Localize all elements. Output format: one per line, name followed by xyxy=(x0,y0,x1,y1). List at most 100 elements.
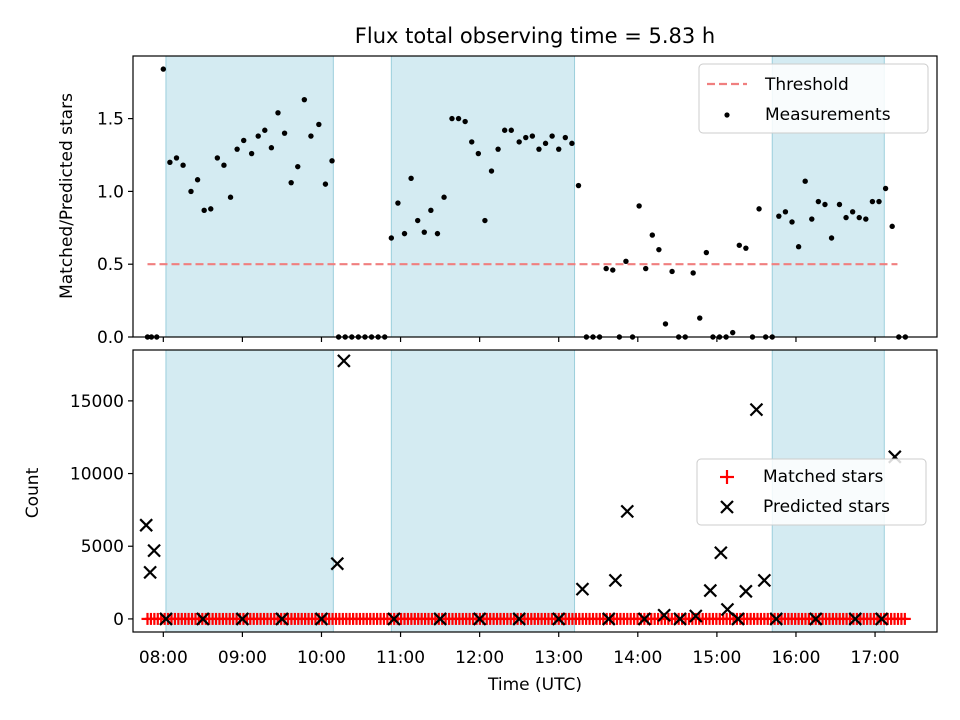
measurement-point xyxy=(316,121,322,128)
measurement-point xyxy=(610,267,616,273)
measurement-point xyxy=(743,245,749,251)
measurement-point xyxy=(214,155,221,161)
measurement-point xyxy=(569,140,575,147)
measurement-point xyxy=(549,133,555,139)
measurement-point xyxy=(603,265,609,272)
shaded-interval xyxy=(390,349,576,633)
top-legend-box xyxy=(698,63,929,134)
measurement-point xyxy=(255,133,261,139)
measurement-point xyxy=(730,329,736,336)
legend-predicted-swatch xyxy=(720,500,734,514)
predicted-stars-series xyxy=(139,354,902,626)
measurement-point xyxy=(401,230,408,237)
y-tick-label: 0.5 xyxy=(97,255,124,275)
measurement-point xyxy=(869,198,876,205)
top-legend: Threshold Measurements xyxy=(698,63,929,134)
measurement-point xyxy=(180,162,186,168)
legend-matched-swatch xyxy=(720,470,734,484)
measurement-point xyxy=(295,163,301,170)
measurement-point xyxy=(388,235,395,241)
y-tick-label: 0.0 xyxy=(97,328,124,348)
predicted-star-marker xyxy=(433,612,447,626)
predicted-star-marker xyxy=(602,612,616,626)
measurement-point xyxy=(469,139,475,145)
y-tick-label: 1.5 xyxy=(97,110,124,130)
bottom-y-axis-ticks: 0 5000 10000 15000 xyxy=(70,392,133,630)
y-tick-label: 15000 xyxy=(70,392,124,412)
measurement-point xyxy=(234,146,240,152)
measurement-point xyxy=(516,139,522,145)
measurement-point xyxy=(843,214,849,221)
predicted-star-marker xyxy=(673,612,687,626)
measurement-point xyxy=(434,230,441,237)
measurement-point xyxy=(281,130,288,136)
predicted-star-marker xyxy=(637,612,652,626)
measurement-point xyxy=(482,217,488,224)
measurement-point xyxy=(662,321,669,327)
bottom-plot-frame xyxy=(132,349,938,633)
measurement-point xyxy=(275,110,281,116)
predicted-star-marker xyxy=(608,573,623,588)
predicted-star-marker xyxy=(139,518,153,532)
measurement-point xyxy=(488,168,495,174)
predicted-star-marker xyxy=(551,612,566,626)
measurement-point xyxy=(329,158,335,164)
x-tick-label: 14:00 xyxy=(613,648,662,668)
predicted-star-marker xyxy=(620,504,635,519)
predicted-star-marker xyxy=(512,612,526,626)
measurement-point xyxy=(421,229,427,235)
measurement-point xyxy=(408,175,414,182)
x-tick-label: 16:00 xyxy=(771,648,820,668)
measurement-point xyxy=(690,270,696,276)
predicted-star-marker xyxy=(275,612,289,626)
predicted-star-marker xyxy=(337,354,351,368)
measurement-point xyxy=(395,200,401,206)
measurement-point xyxy=(167,159,173,165)
measurement-point xyxy=(227,194,234,200)
measurement-point xyxy=(262,127,268,133)
predicted-star-marker xyxy=(657,608,671,623)
measurement-point xyxy=(322,181,329,187)
measurement-point xyxy=(455,115,462,122)
measurement-point xyxy=(636,203,642,209)
predicted-star-marker xyxy=(739,584,753,599)
predicted-star-marker xyxy=(731,612,745,626)
x-tick-label: 17:00 xyxy=(851,648,900,668)
measurement-point xyxy=(756,206,762,212)
measurement-point xyxy=(809,216,815,222)
predicted-star-marker xyxy=(159,612,173,626)
measurement-point xyxy=(201,207,207,214)
x-tick-label: 09:00 xyxy=(218,648,267,668)
matched-star-marker xyxy=(898,612,911,625)
measurement-point xyxy=(308,133,314,139)
measurement-point xyxy=(562,134,569,141)
bottom-legend-box xyxy=(696,458,927,526)
measurement-point xyxy=(736,242,742,248)
measurement-point xyxy=(836,201,843,208)
x-tick-label: 11:00 xyxy=(376,648,425,668)
measurement-point xyxy=(508,127,514,133)
x-axis-label: Time (UTC) xyxy=(487,675,582,695)
measurement-point xyxy=(428,207,434,214)
measurement-point xyxy=(288,179,294,186)
measurement-point xyxy=(194,177,201,183)
measurement-point xyxy=(221,162,227,168)
measurement-point xyxy=(795,244,802,250)
measurement-point xyxy=(649,232,656,238)
predicted-star-marker xyxy=(330,556,345,571)
measurement-point xyxy=(173,155,180,161)
x-tick-label: 12:00 xyxy=(455,648,504,668)
measurement-point xyxy=(876,198,882,205)
measurement-point xyxy=(441,194,447,200)
measurement-point xyxy=(462,118,468,125)
measurement-point xyxy=(301,96,308,103)
x-tick-label: 10:00 xyxy=(297,648,346,668)
measurement-point xyxy=(248,150,255,157)
top-plot-frame xyxy=(132,55,938,338)
measurement-point xyxy=(789,219,795,225)
measurement-point xyxy=(822,201,828,208)
predicted-star-marker xyxy=(703,583,718,598)
top-panel: 0.0 0.5 1.0 1.5 Matched/Predicted stars Thr… xyxy=(57,55,938,348)
predicted-star-marker xyxy=(575,582,590,596)
